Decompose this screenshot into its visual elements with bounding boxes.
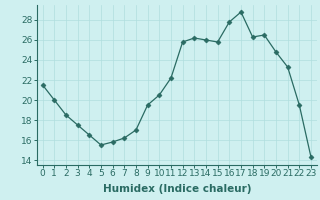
X-axis label: Humidex (Indice chaleur): Humidex (Indice chaleur) <box>102 184 251 194</box>
